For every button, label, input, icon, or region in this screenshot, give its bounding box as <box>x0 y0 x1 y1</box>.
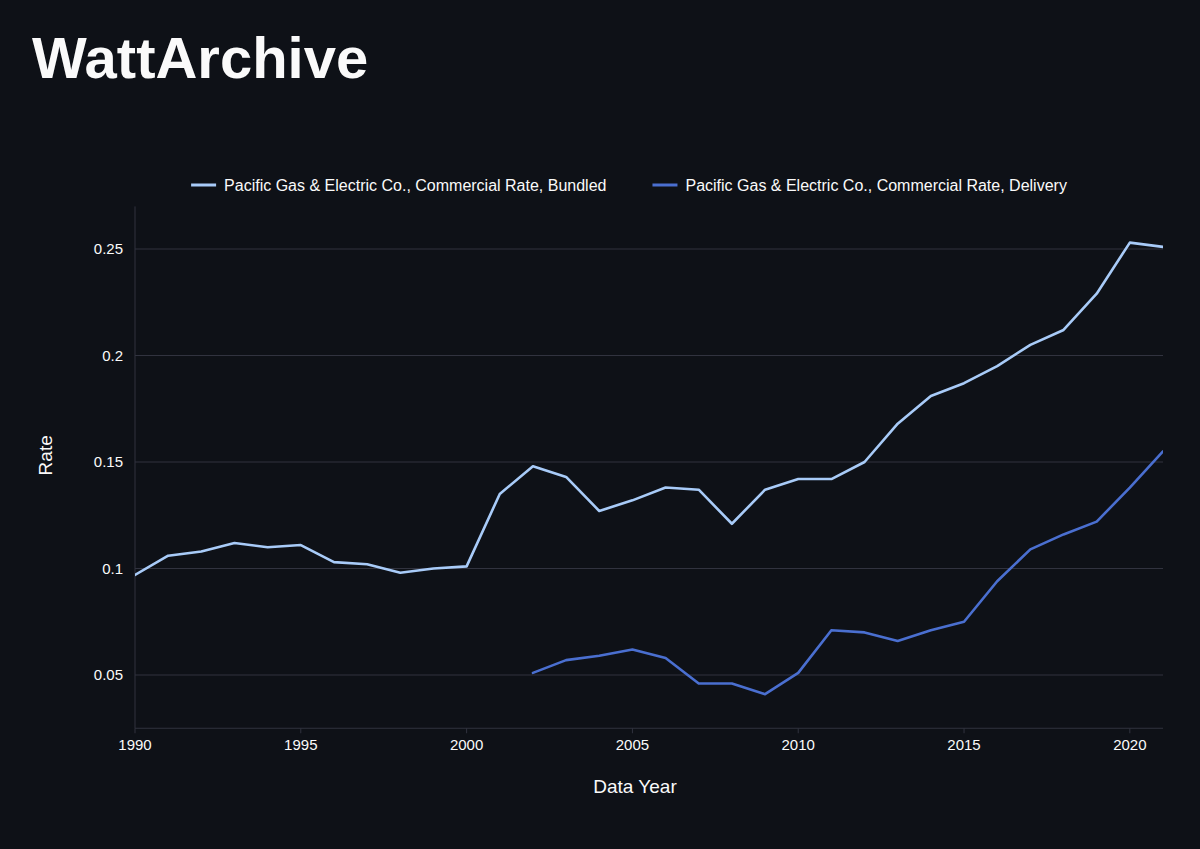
background <box>0 0 1200 849</box>
y-axis-label: Rate <box>35 435 56 475</box>
legend-label: Pacific Gas & Electric Co., Commercial R… <box>224 177 606 194</box>
legend: Pacific Gas & Electric Co., Commercial R… <box>191 177 1067 194</box>
y-tick-label: 0.25 <box>94 240 123 257</box>
x-tick <box>798 728 799 733</box>
y-axis-line <box>135 206 136 728</box>
x-tick-label: 1995 <box>284 736 317 753</box>
x-tick <box>1129 728 1130 733</box>
grid-line <box>135 675 1163 676</box>
x-tick-label: 2000 <box>450 736 483 753</box>
x-tick <box>135 728 136 733</box>
y-tick-label: 0.2 <box>102 347 123 364</box>
x-axis-line <box>135 728 1163 729</box>
y-tick-label: 0.15 <box>94 453 123 470</box>
x-tick <box>300 728 301 733</box>
chart: WattArchive 0.05 0.1 0.15 0.2 0.25 1990 1995 200… <box>0 0 1200 849</box>
legend-swatch <box>652 184 677 187</box>
x-tick-label: 1990 <box>118 736 151 753</box>
x-tick <box>964 728 965 733</box>
grid-line <box>135 355 1163 356</box>
x-tick-label: 2015 <box>947 736 980 753</box>
y-tick-label: 0.1 <box>102 560 123 577</box>
legend-item: Pacific Gas & Electric Co., Commercial R… <box>191 177 606 194</box>
legend-label: Pacific Gas & Electric Co., Commercial R… <box>685 177 1066 194</box>
x-tick-label: 2020 <box>1113 736 1146 753</box>
grid-line <box>135 249 1163 250</box>
grid-line <box>135 462 1163 463</box>
legend-swatch <box>191 184 216 187</box>
x-tick <box>632 728 633 733</box>
series-line <box>135 243 1163 575</box>
legend-item: Pacific Gas & Electric Co., Commercial R… <box>652 177 1066 194</box>
plot-area <box>135 243 1163 695</box>
y-tick-label: 0.05 <box>94 666 123 683</box>
x-tick <box>466 728 467 733</box>
x-tick-label: 2005 <box>616 736 649 753</box>
x-axis-label: Data Year <box>593 776 677 797</box>
title: WattArchive <box>32 25 368 90</box>
x-tick-label: 2010 <box>782 736 815 753</box>
series-line <box>533 451 1163 694</box>
